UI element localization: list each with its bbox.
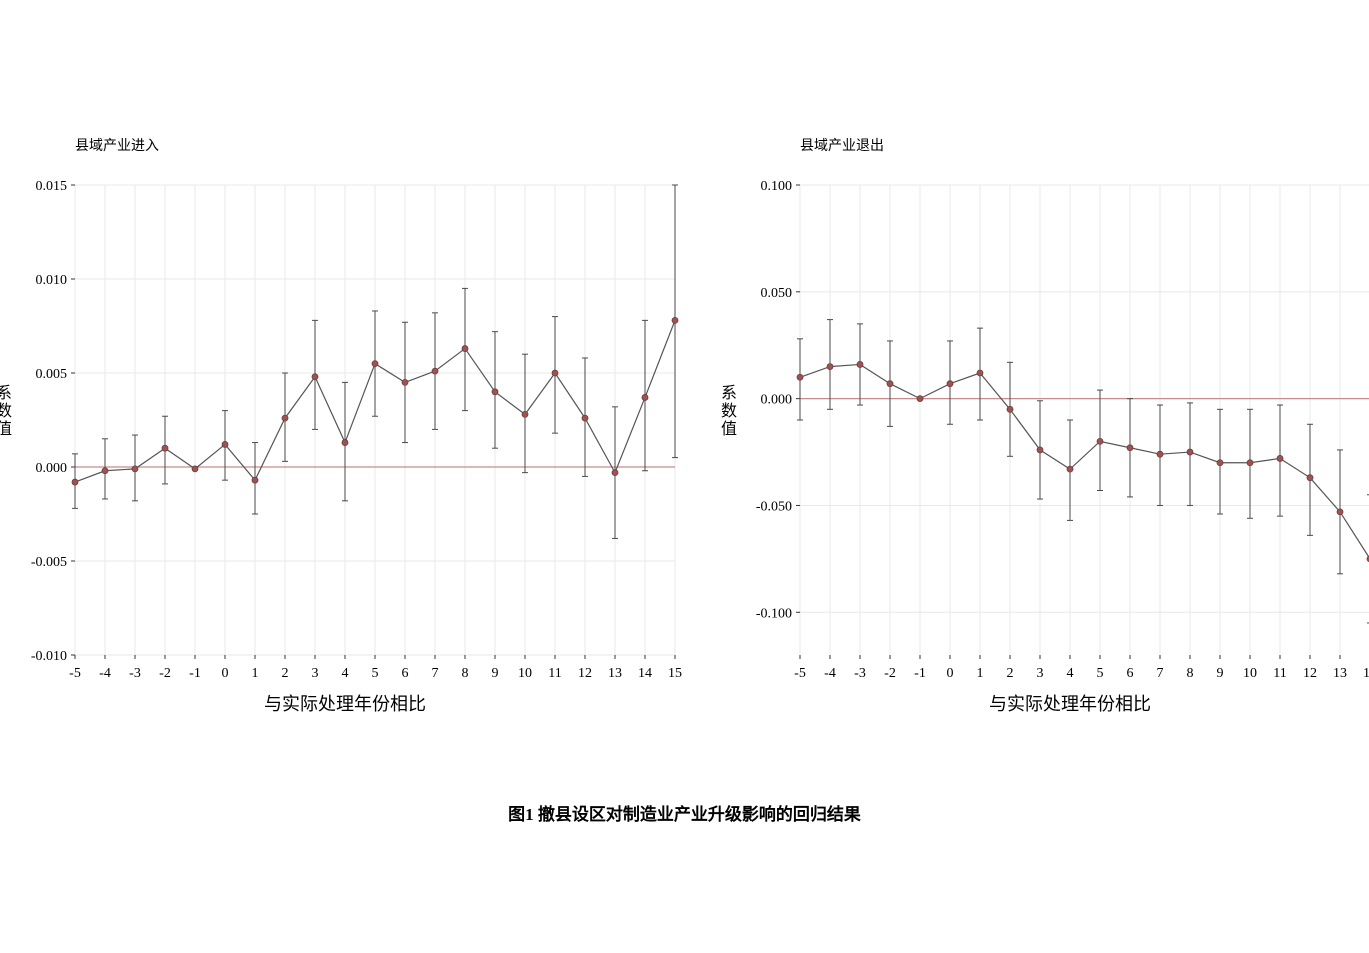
svg-text:-4: -4	[824, 666, 836, 681]
x-axis-label-left: 与实际处理年份相比	[195, 690, 495, 716]
chart-title-right: 县域产业退出	[800, 135, 884, 155]
svg-text:-1: -1	[189, 666, 201, 681]
svg-text:-1: -1	[914, 666, 926, 681]
svg-text:8: 8	[1187, 666, 1194, 681]
chart-svg-right: -0.100-0.0500.0000.0500.100-5-4-3-2-1012…	[725, 140, 1369, 720]
charts-row: 县域产业进入 系数值 -0.010-0.0050.0000.0050.0100.…	[0, 140, 1369, 700]
svg-text:-2: -2	[884, 666, 896, 681]
figure-container: 县域产业进入 系数值 -0.010 -0.005 0.000 0.005 0.010 0.…	[0, 0, 1369, 953]
svg-text:-5: -5	[69, 666, 81, 681]
svg-text:1: 1	[977, 666, 984, 681]
svg-text:3: 3	[1037, 666, 1044, 681]
svg-text:-0.050: -0.050	[756, 499, 792, 514]
svg-text:0.000: 0.000	[36, 461, 68, 476]
svg-text:-2: -2	[159, 666, 171, 681]
svg-text:6: 6	[402, 666, 409, 681]
svg-text:2: 2	[1007, 666, 1014, 681]
svg-text:-3: -3	[129, 666, 141, 681]
svg-text:4: 4	[342, 666, 349, 681]
svg-text:7: 7	[1157, 666, 1164, 681]
svg-text:-0.005: -0.005	[31, 555, 67, 570]
chart-panel-left: 县域产业进入 系数值 -0.010-0.0050.0000.0050.0100.…	[0, 140, 685, 720]
svg-text:12: 12	[1303, 666, 1317, 681]
y-axis-label-right: 系数值	[720, 385, 738, 439]
svg-text:7: 7	[432, 666, 439, 681]
svg-text:-5: -5	[794, 666, 806, 681]
svg-text:5: 5	[372, 666, 379, 681]
svg-text:-3: -3	[854, 666, 866, 681]
svg-text:2: 2	[282, 666, 289, 681]
svg-text:0.005: 0.005	[36, 367, 68, 382]
svg-text:-0.100: -0.100	[756, 606, 792, 621]
svg-text:11: 11	[1273, 666, 1286, 681]
y-axis-label-left: 系数值	[0, 385, 13, 439]
svg-text:10: 10	[1243, 666, 1257, 681]
x-axis-label-right: 与实际处理年份相比	[920, 690, 1220, 716]
svg-text:0: 0	[222, 666, 229, 681]
svg-text:-4: -4	[99, 666, 111, 681]
chart-title-left: 县域产业进入	[75, 135, 159, 155]
svg-text:11: 11	[548, 666, 561, 681]
svg-text:-0.010: -0.010	[31, 649, 67, 664]
svg-text:15: 15	[668, 666, 682, 681]
svg-text:13: 13	[608, 666, 622, 681]
svg-text:6: 6	[1127, 666, 1134, 681]
svg-text:0.000: 0.000	[761, 393, 793, 408]
svg-text:0.100: 0.100	[761, 179, 793, 194]
svg-text:14: 14	[1363, 666, 1369, 681]
figure-caption: 图1 撤县设区对制造业产业升级影响的回归结果	[0, 800, 1369, 825]
svg-text:9: 9	[492, 666, 499, 681]
svg-text:8: 8	[462, 666, 469, 681]
svg-text:0: 0	[947, 666, 954, 681]
svg-text:3: 3	[312, 666, 319, 681]
svg-text:13: 13	[1333, 666, 1347, 681]
svg-text:0.010: 0.010	[36, 273, 68, 288]
svg-text:5: 5	[1097, 666, 1104, 681]
chart-svg-left: -0.010 -0.005 0.000 0.005 0.010 0.015 -5 -4 -3 -2…	[0, 140, 685, 720]
svg-text:0.015: 0.015	[36, 179, 68, 194]
svg-text:4: 4	[1067, 666, 1074, 681]
svg-text:0.050: 0.050	[761, 286, 793, 301]
svg-text:1: 1	[252, 666, 259, 681]
svg-text:9: 9	[1217, 666, 1224, 681]
chart-panel-right: 县域产业退出 系数值 -0.100-0.0500.0000.0500.100-5…	[725, 140, 1369, 720]
svg-text:10: 10	[518, 666, 532, 681]
svg-text:12: 12	[578, 666, 592, 681]
svg-text:14: 14	[638, 666, 652, 681]
